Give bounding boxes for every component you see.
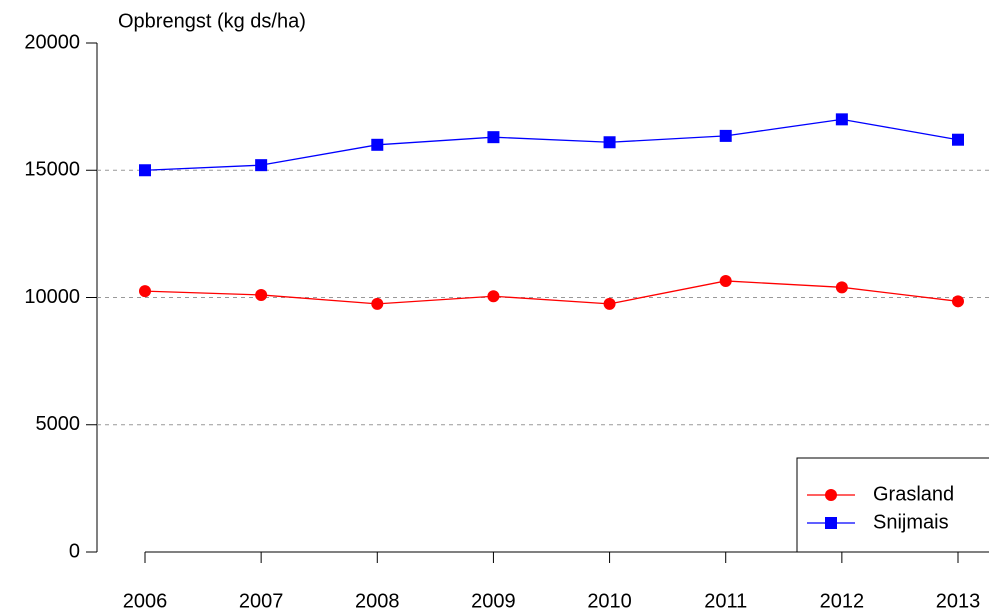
data-point	[487, 131, 500, 144]
data-point	[139, 164, 151, 177]
x-tick-label: 2008	[355, 590, 400, 611]
data-point	[139, 285, 151, 298]
x-tick-label: 2011	[704, 590, 747, 611]
data-point	[719, 274, 732, 287]
y-tick-label: 10000	[24, 286, 80, 308]
legend-label: Snijmais	[873, 511, 949, 533]
legend-box	[796, 457, 989, 553]
x-tick-label: 2007	[239, 590, 284, 611]
data-point	[952, 295, 964, 308]
data-point	[371, 138, 384, 151]
y-tick-label: 20000	[24, 31, 80, 53]
data-point	[952, 133, 964, 146]
data-point	[603, 136, 616, 149]
data-point	[255, 159, 268, 172]
data-point	[603, 297, 616, 310]
data-point	[255, 288, 268, 301]
x-tick-label: 2009	[471, 590, 516, 611]
data-point	[835, 113, 848, 126]
data-point	[835, 281, 848, 294]
data-point	[719, 129, 732, 142]
x-tick-label: 2013	[936, 590, 981, 611]
x-tick-label: 2006	[123, 590, 168, 611]
data-point	[487, 290, 500, 303]
data-point	[371, 297, 384, 310]
x-tick-label: 2010	[587, 590, 632, 611]
legend-marker	[825, 517, 837, 529]
y-axis-label: Opbrengst (kg ds/ha)	[118, 10, 306, 32]
series-line	[144, 280, 959, 305]
series-line	[144, 118, 959, 171]
y-tick-label: 0	[69, 540, 80, 562]
x-tick-label: 2012	[820, 590, 865, 611]
legend-label: Grasland	[873, 483, 954, 505]
y-tick-label: 5000	[36, 413, 81, 435]
legend-marker	[825, 489, 837, 501]
y-tick-label: 15000	[24, 159, 80, 181]
